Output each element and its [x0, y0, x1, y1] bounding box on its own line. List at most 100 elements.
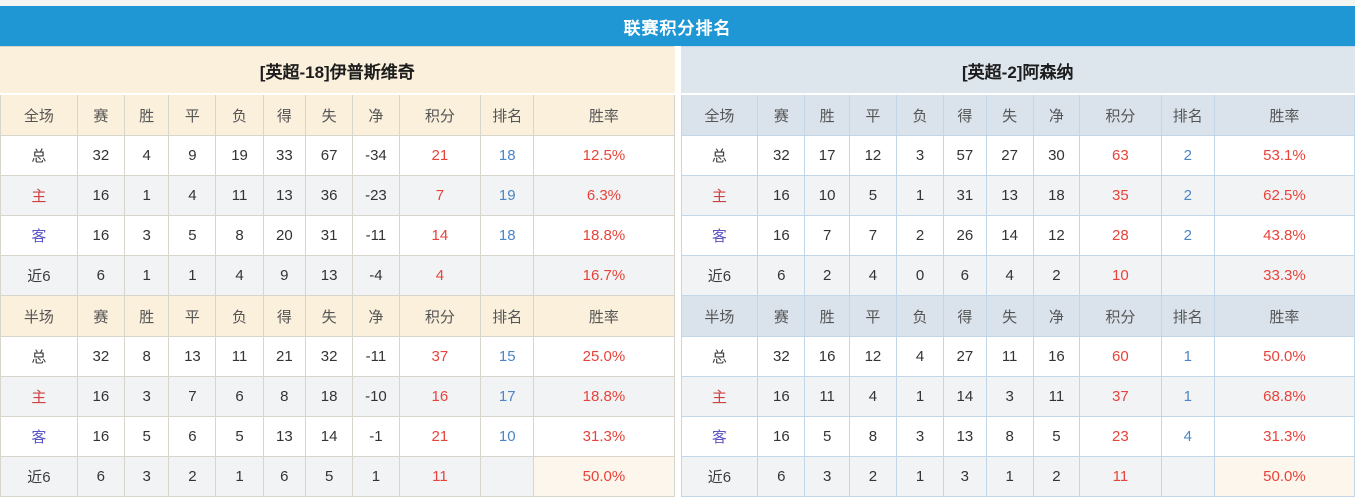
stat-cell: 5 — [1032, 416, 1081, 457]
stat-cell: 67 — [305, 135, 354, 176]
stat-cell: 19 — [215, 135, 264, 176]
team-name: [英超-2]阿森纳 — [680, 46, 1355, 95]
rate-cell: 53.1% — [1213, 135, 1355, 176]
points-cell: 14 — [398, 215, 482, 256]
stats-row-total: 总 32 4 9 19 33 67 -34 21 18 12.5% — [0, 135, 675, 176]
stats-row-away: 客 16 3 5 8 20 31 -11 14 18 18.8% — [0, 215, 675, 256]
stat-cell: 13 — [985, 175, 1034, 216]
column-header: 积分 — [1079, 93, 1162, 136]
stat-cell: -11 — [352, 336, 400, 377]
stat-cell: 3 — [895, 135, 945, 176]
stat-cell: 8 — [985, 416, 1034, 457]
rate-cell: 25.0% — [533, 336, 675, 377]
points-cell: 4 — [398, 255, 482, 296]
row-label: 总 — [680, 135, 759, 176]
points-cell: 37 — [398, 336, 482, 377]
stat-cell: 13 — [262, 416, 307, 457]
stats-row-away: 客 16 5 8 3 13 8 5 23 4 31.3% — [680, 416, 1355, 457]
column-header: 负 — [215, 93, 264, 136]
stat-cell: 7 — [848, 215, 897, 256]
points-cell: 35 — [1079, 175, 1162, 216]
stats-row-total: 总 32 8 13 11 21 32 -11 37 15 25.0% — [0, 336, 675, 377]
rate-cell: 33.3% — [1213, 255, 1355, 296]
stat-cell: -23 — [352, 175, 400, 216]
row-label: 总 — [0, 135, 78, 176]
row-label: 客 — [680, 215, 759, 256]
rate-cell: 18.8% — [533, 215, 675, 256]
stats-row-away: 客 16 7 7 2 26 14 12 28 2 43.8% — [680, 215, 1355, 256]
stat-cell: 2 — [168, 456, 217, 497]
rate-cell: 43.8% — [1213, 215, 1355, 256]
column-header: 赛 — [76, 295, 125, 337]
stats-row-recent: 近6 6 1 1 4 9 13 -4 4 16.7% — [0, 255, 675, 296]
row-label: 主 — [680, 175, 759, 216]
stat-cell: 16 — [757, 215, 806, 256]
rate-cell: 6.3% — [533, 175, 675, 216]
stat-cell: 11 — [215, 175, 264, 216]
stat-cell: 1 — [895, 456, 945, 497]
rank-cell: 2 — [1160, 215, 1215, 256]
row-label: 客 — [680, 416, 759, 457]
stat-cell: 16 — [76, 416, 125, 457]
stat-cell: 6 — [168, 416, 217, 457]
scope-header: 半场 — [0, 295, 78, 337]
column-header: 赛 — [757, 295, 806, 337]
stats-row-total: 总 32 16 12 4 27 11 16 60 1 50.0% — [680, 336, 1355, 377]
stat-cell: 26 — [943, 215, 987, 256]
stat-cell: 11 — [215, 336, 264, 377]
row-label: 近6 — [680, 456, 759, 497]
column-header: 排名 — [480, 295, 535, 337]
rank-cell: 17 — [480, 376, 535, 417]
column-header: 得 — [943, 295, 987, 337]
stat-cell: 13 — [305, 255, 354, 296]
stat-cell: 9 — [262, 255, 307, 296]
stat-cell: 0 — [895, 255, 945, 296]
stat-cell: 5 — [848, 175, 897, 216]
stat-cell: 4 — [848, 376, 897, 417]
stat-cell: 27 — [985, 135, 1034, 176]
row-label: 主 — [680, 376, 759, 417]
stat-cell: 6 — [76, 456, 125, 497]
rank-cell: 4 — [1160, 416, 1215, 457]
rank-cell: 1 — [1160, 376, 1215, 417]
stat-cell: 12 — [848, 135, 897, 176]
row-label: 主 — [0, 175, 78, 216]
rate-cell: 50.0% — [1213, 336, 1355, 377]
stat-cell: 3 — [895, 416, 945, 457]
stats-row-recent: 近6 6 3 2 1 6 5 1 11 50.0% — [0, 456, 675, 497]
stats-table-left: [英超-18]伊普斯维奇 全场赛胜平负得失净积分 排名 胜率总 32 4 9 19 33 67 -3… — [0, 46, 675, 497]
row-label: 近6 — [680, 255, 759, 296]
row-label: 近6 — [0, 255, 78, 296]
stat-cell: 18 — [305, 376, 354, 417]
points-cell: 23 — [1079, 416, 1162, 457]
stat-cell: 14 — [985, 215, 1034, 256]
stat-cell: 2 — [804, 255, 850, 296]
column-header: 失 — [305, 93, 354, 136]
stat-cell: 7 — [168, 376, 217, 417]
team-header-row: [英超-18]伊普斯维奇 — [0, 46, 675, 95]
stat-cell: 7 — [804, 215, 850, 256]
rank-cell: 19 — [480, 175, 535, 216]
column-header: 排名 — [1160, 93, 1215, 136]
page-title: 联赛积分排名 — [623, 18, 732, 38]
scope-header: 全场 — [0, 93, 78, 136]
row-label: 总 — [680, 336, 759, 377]
rank-cell — [1160, 456, 1215, 497]
stat-cell: 11 — [804, 376, 850, 417]
stat-cell: 8 — [262, 376, 307, 417]
column-header: 负 — [215, 295, 264, 337]
stats-row-home: 主 16 1 4 11 13 36 -23 7 19 6.3% — [0, 175, 675, 216]
column-header: 平 — [848, 295, 897, 337]
column-header: 胜 — [123, 295, 170, 337]
stat-cell: 21 — [262, 336, 307, 377]
stat-cell: -1 — [352, 416, 400, 457]
column-header: 失 — [305, 295, 354, 337]
stat-cell: 16 — [804, 336, 850, 377]
column-header: 净 — [1032, 295, 1081, 337]
rank-cell: 15 — [480, 336, 535, 377]
stat-cell: 2 — [895, 215, 945, 256]
panel-title-bar: 联赛积分排名 — [0, 6, 1355, 46]
stat-cell: -10 — [352, 376, 400, 417]
column-header: 胜率 — [1213, 93, 1355, 136]
stat-cell: 13 — [168, 336, 217, 377]
